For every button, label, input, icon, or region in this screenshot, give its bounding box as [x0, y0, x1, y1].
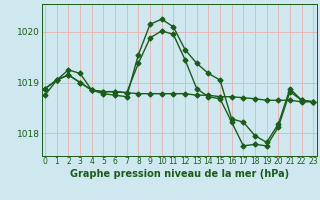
X-axis label: Graphe pression niveau de la mer (hPa): Graphe pression niveau de la mer (hPa) [70, 169, 289, 179]
